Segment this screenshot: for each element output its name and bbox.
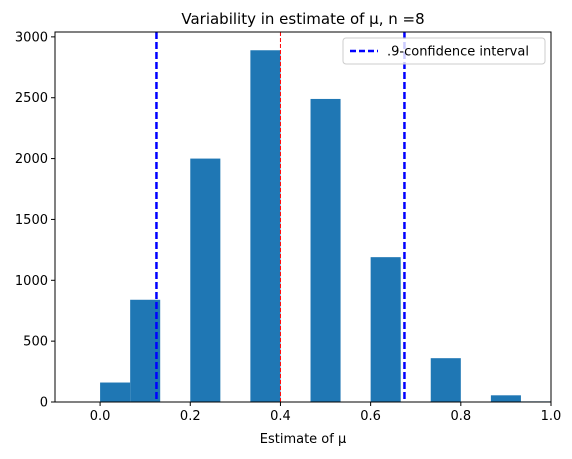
- histogram-bar-4: [310, 98, 341, 402]
- y-tick-label: 2000: [15, 152, 48, 167]
- histogram-bar-7: [490, 395, 521, 402]
- x-tick-label: 0.0: [90, 409, 111, 424]
- bars-group: [100, 50, 551, 402]
- y-tick-label: 1500: [15, 213, 48, 228]
- y-tick-label: 2500: [15, 91, 48, 106]
- histogram-bar-1: [130, 299, 161, 402]
- x-axis-label: Estimate of μ: [260, 432, 347, 447]
- y-tick-label: 1000: [15, 274, 48, 289]
- chart-title: Variability in estimate of μ, n =8: [181, 10, 424, 28]
- histogram-bar-6: [430, 358, 461, 402]
- y-tick-label: 500: [23, 335, 48, 350]
- legend: .9-confidence interval: [342, 37, 546, 65]
- x-axis-ticks: 0.0 0.2 0.4 0.6 0.8 1.0: [90, 402, 562, 424]
- reference-lines-group: [155, 32, 406, 402]
- y-tick-label: 3000: [15, 30, 48, 45]
- x-tick-label: 1.0: [541, 409, 562, 424]
- histogram-bar-0: [100, 382, 131, 402]
- legend-box: [342, 37, 546, 65]
- x-tick-label: 0.6: [360, 409, 381, 424]
- y-tick-label: 0: [40, 396, 48, 411]
- y-axis-ticks: 0 500 1000 1500 2000 2500 3000: [15, 30, 55, 411]
- x-tick-label: 0.4: [270, 409, 291, 424]
- x-tick-label: 0.2: [180, 409, 201, 424]
- x-tick-label: 0.8: [450, 409, 471, 424]
- legend-label-confidence-interval: .9-confidence interval: [387, 45, 529, 60]
- histogram-bar-5: [370, 257, 401, 402]
- plot-frame: [54, 31, 552, 403]
- histogram-bar-2: [190, 158, 221, 402]
- histogram-bar-3: [250, 50, 281, 402]
